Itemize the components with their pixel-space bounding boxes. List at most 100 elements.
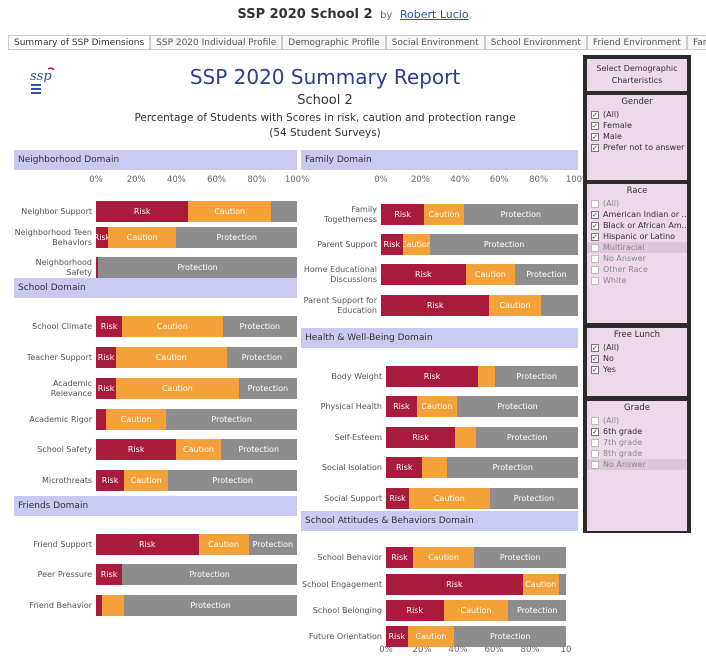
- bar-category-label: Friend Behavior: [29, 600, 92, 610]
- tab-family-environment[interactable]: Family Environment: [686, 35, 706, 49]
- bar-segment-caution: Caution: [116, 378, 239, 399]
- checkbox-empty-icon[interactable]: [591, 449, 599, 458]
- bar-segment-protection: Protection: [222, 316, 297, 337]
- filter-option[interactable]: ✓ American Indian or ...: [587, 209, 687, 220]
- checkbox-empty-icon[interactable]: [591, 254, 599, 263]
- tab-social-environment[interactable]: Social Environment: [385, 35, 485, 49]
- bar-category-label: Peer Pressure: [37, 569, 92, 579]
- stacked-bar: Risk Protection: [386, 457, 578, 478]
- tab-summary-of-ssp-dimensions[interactable]: Summary of SSP Dimensions: [8, 35, 151, 49]
- stacked-bar: Risk Caution Protection: [96, 534, 297, 555]
- filter-option-label: White: [603, 276, 627, 285]
- bar-segment-label: Risk: [391, 553, 408, 562]
- checkbox-empty-icon[interactable]: [591, 199, 599, 208]
- bar-segment-label: Protection: [177, 263, 218, 272]
- checkbox-checked-icon[interactable]: ✓: [591, 232, 599, 241]
- checkbox-empty-icon[interactable]: [591, 438, 599, 447]
- bar-segment-protection: Protection: [226, 347, 297, 368]
- bar-segment-risk: Risk: [96, 347, 117, 368]
- bar-segment-label: Risk: [389, 494, 406, 503]
- filter-option[interactable]: ✓ Prefer not to answer: [587, 142, 687, 153]
- bar-segment-label: Protection: [500, 210, 542, 219]
- filter-option[interactable]: Other Race: [587, 264, 687, 275]
- checkbox-checked-icon[interactable]: ✓: [591, 427, 599, 436]
- bar-segment-label: Protection: [211, 415, 252, 424]
- filter-option[interactable]: ✓ (All): [587, 109, 687, 120]
- axis-tick-label: 60%: [207, 175, 227, 185]
- checkbox-checked-icon[interactable]: ✓: [591, 143, 599, 152]
- bar-segment-label: Risk: [412, 433, 429, 442]
- filter-option[interactable]: ✓ Hispanic or Latino: [587, 231, 687, 242]
- filter-group-free-lunch: Free Lunch ✓ (All) ✓ No ✓ Yes: [587, 328, 687, 396]
- tab-friend-environment[interactable]: Friend Environment: [586, 35, 687, 49]
- filter-option[interactable]: Multiracial: [587, 242, 687, 253]
- report-subtitle: School 2: [297, 93, 353, 108]
- filter-option[interactable]: ✓ (All): [587, 342, 687, 353]
- domain-header: School Domain: [14, 278, 297, 298]
- filter-option[interactable]: No Answer: [587, 253, 687, 264]
- bar-segment-label: Risk: [406, 606, 424, 615]
- filter-option[interactable]: 8th grade: [587, 448, 687, 459]
- stacked-bar: Risk Caution Protection: [96, 439, 297, 460]
- checkbox-checked-icon[interactable]: ✓: [591, 221, 599, 230]
- bar-category-label: Future Orientation: [308, 631, 382, 641]
- bar-category-label: Parent Support: [317, 239, 377, 249]
- filter-option[interactable]: ✓ No: [587, 353, 687, 364]
- bar-segment-label: Protection: [516, 372, 557, 381]
- checkbox-checked-icon[interactable]: ✓: [591, 343, 599, 352]
- checkbox-checked-icon[interactable]: ✓: [591, 365, 599, 374]
- stacked-bar: Protection: [96, 595, 297, 616]
- bar-segment-risk: Risk: [386, 547, 413, 568]
- bar-segment-caution: Caution: [188, 201, 271, 222]
- tab-school-environment[interactable]: School Environment: [484, 35, 587, 49]
- filter-option[interactable]: No Answer: [587, 459, 687, 470]
- bar-segment-label: Protection: [241, 353, 283, 362]
- bar-segment-label: Caution: [421, 402, 453, 411]
- bar-segment-protection: Protection: [454, 626, 566, 647]
- bar-category-label: Family Togetherness: [323, 204, 377, 224]
- checkbox-empty-icon[interactable]: [591, 460, 599, 469]
- bar-segment-caution: Caution: [413, 547, 475, 568]
- checkbox-empty-icon[interactable]: [591, 243, 599, 252]
- stacked-bar: Risk Caution Protection: [96, 316, 297, 337]
- filter-option[interactable]: 7th grade: [587, 437, 687, 448]
- bar-segment-risk: Risk: [381, 204, 425, 225]
- checkbox-empty-icon[interactable]: [591, 276, 599, 285]
- checkbox-empty-icon[interactable]: [591, 265, 599, 274]
- axis-tick-label: 20%: [126, 175, 146, 185]
- axis-tick-label: 60%: [484, 645, 504, 655]
- filter-option[interactable]: ✓ Male: [587, 131, 687, 142]
- axis-tick-label: 100%: [565, 175, 591, 185]
- filter-option-label: Black or African Am...: [603, 221, 687, 230]
- filter-option[interactable]: White: [587, 275, 687, 286]
- bar-segment-protection: Protection: [495, 366, 578, 387]
- filter-option-label: (All): [603, 199, 620, 208]
- checkbox-checked-icon[interactable]: ✓: [591, 110, 599, 119]
- filter-option-label: (All): [603, 110, 620, 119]
- domain-header: Health & Well-Being Domain: [301, 328, 578, 348]
- stacked-bar: Risk Protection: [386, 427, 578, 448]
- checkbox-checked-icon[interactable]: ✓: [591, 210, 599, 219]
- tab-ssp-2020-individual-profile[interactable]: SSP 2020 Individual Profile: [150, 35, 283, 49]
- bar-segment-risk: [96, 595, 103, 616]
- filter-option[interactable]: (All): [587, 415, 687, 426]
- filter-option[interactable]: ✓ Female: [587, 120, 687, 131]
- bar-segment-caution: Caution: [522, 574, 559, 595]
- stacked-bar: Risk Caution Protection: [381, 204, 578, 225]
- checkbox-checked-icon[interactable]: ✓: [591, 354, 599, 363]
- checkbox-checked-icon[interactable]: ✓: [591, 132, 599, 141]
- bar-segment-caution: [422, 457, 448, 478]
- bar-segment-label: Protection: [212, 476, 253, 485]
- bar-segment-label: Protection: [506, 433, 548, 442]
- bar-segment-label: Protection: [189, 570, 230, 579]
- filter-option[interactable]: ✓ Black or African Am...: [587, 220, 687, 231]
- bar-segment-protection: Protection: [168, 470, 297, 491]
- tab-demographic-profile[interactable]: Demographic Profile: [282, 35, 386, 49]
- filter-option[interactable]: ✓ Yes: [587, 364, 687, 375]
- bar-segment-label: Risk: [415, 270, 432, 279]
- filter-option[interactable]: (All): [587, 198, 687, 209]
- author-link[interactable]: Robert Lucio: [399, 8, 469, 21]
- checkbox-checked-icon[interactable]: ✓: [591, 121, 599, 130]
- filter-option[interactable]: ✓ 6th grade: [587, 426, 687, 437]
- checkbox-empty-icon[interactable]: [591, 416, 599, 425]
